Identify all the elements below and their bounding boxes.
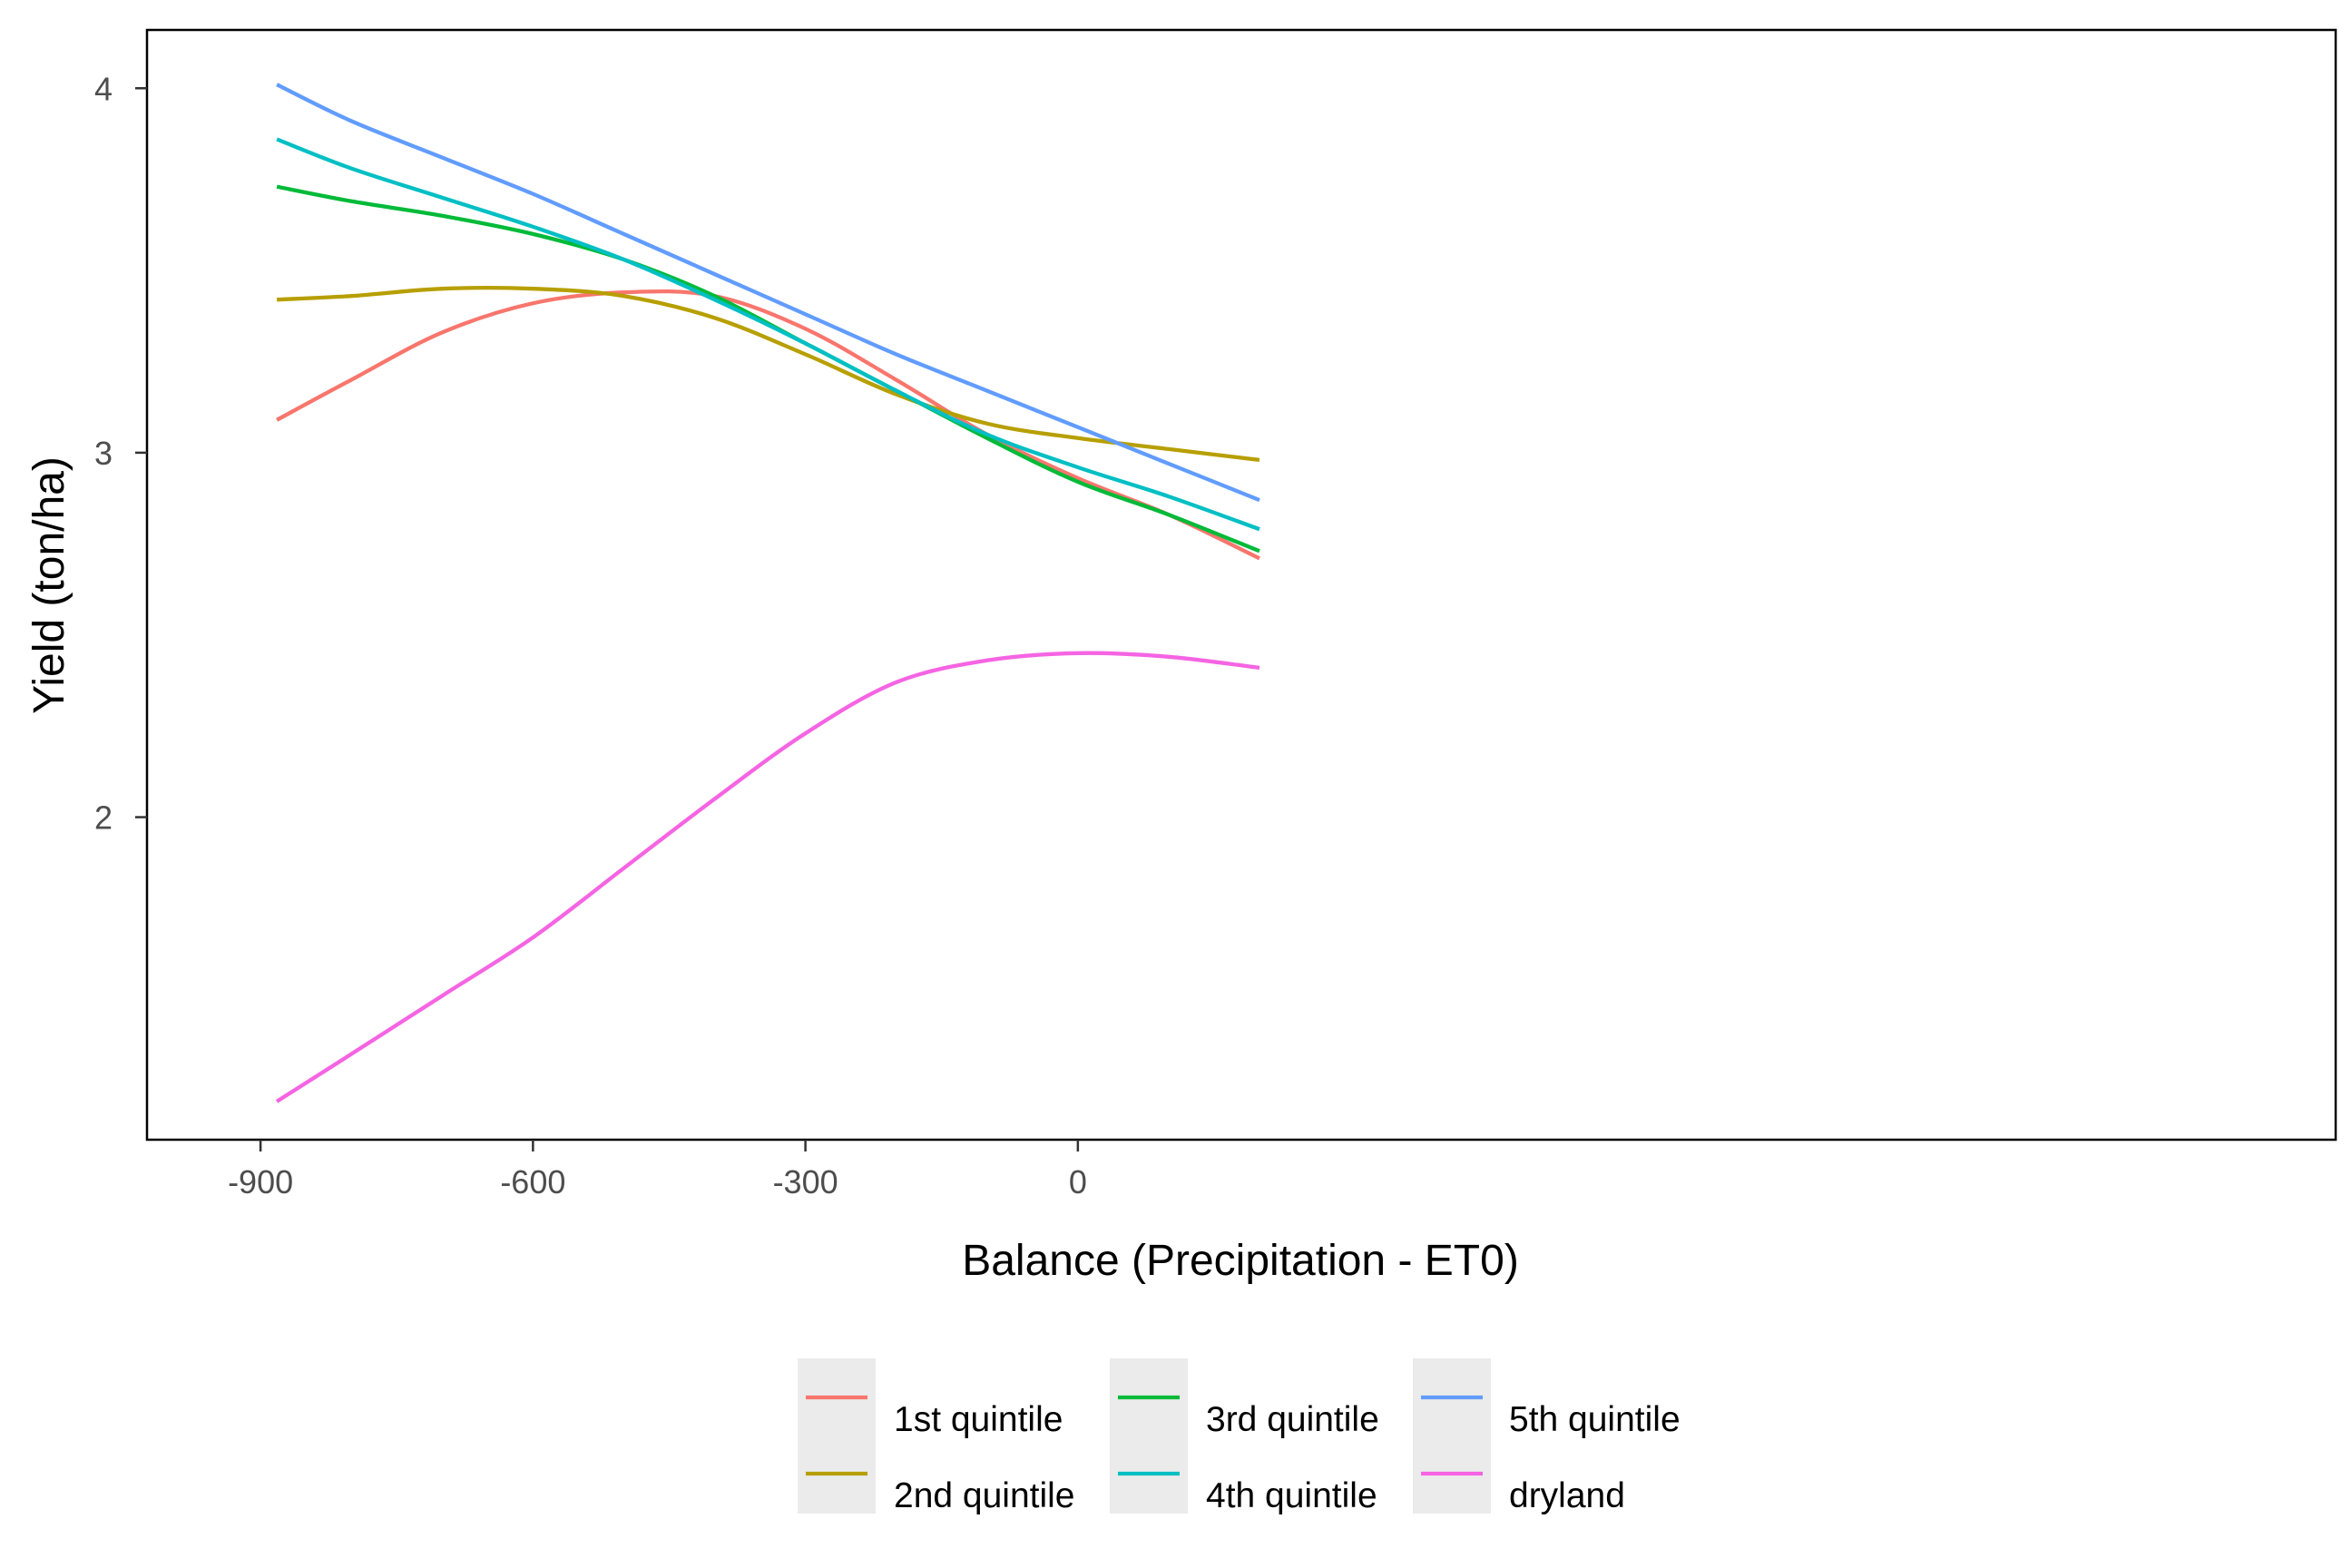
series-line-5th-quintile xyxy=(276,83,1260,503)
legend-label: 5th quintile xyxy=(1509,1400,1681,1439)
series-line-2nd-quintile xyxy=(276,286,1260,463)
x-axis-title: Balance (Precipitation - ET0) xyxy=(962,1237,1519,1285)
y-tick-label: 2 xyxy=(94,799,113,837)
x-axis: -900 -600 -300 0 xyxy=(228,1140,1087,1200)
series-line-1st-quintile xyxy=(276,289,1260,561)
legend-label: 2nd quintile xyxy=(894,1476,1075,1515)
legend-label: 1st quintile xyxy=(894,1400,1063,1439)
legend-item-3rd-quintile: 3rd quintile xyxy=(1110,1358,1379,1439)
y-axis-title: Yield (ton/ha) xyxy=(25,456,74,714)
y-axis: 2 3 4 xyxy=(94,70,147,837)
series-line-dryland xyxy=(275,651,1260,1103)
legend-item-1st-quintile: 1st quintile xyxy=(798,1358,1063,1439)
legend-label: 3rd quintile xyxy=(1206,1400,1379,1439)
panel-border xyxy=(145,28,2337,1142)
legend-item-4th-quintile: 4th quintile xyxy=(1110,1435,1377,1515)
y-tick-label: 3 xyxy=(94,435,113,472)
x-tick-label: -600 xyxy=(500,1163,565,1200)
series-layer xyxy=(275,83,1260,1103)
legend-label: dryland xyxy=(1509,1476,1625,1515)
legend-item-dryland: dryland xyxy=(1413,1435,1625,1515)
legend: 1st quintile 2nd quintile 3rd quintile 4th … xyxy=(798,1358,1681,1515)
x-tick-label: 0 xyxy=(1069,1163,1087,1200)
legend-item-5th-quintile: 5th quintile xyxy=(1413,1358,1681,1439)
y-tick-label: 4 xyxy=(94,70,113,107)
x-tick-label: -900 xyxy=(228,1163,293,1200)
legend-label: 4th quintile xyxy=(1206,1476,1377,1515)
x-tick-label: -300 xyxy=(773,1163,838,1200)
legend-item-2nd-quintile: 2nd quintile xyxy=(798,1435,1075,1515)
series-line-4th-quintile xyxy=(276,137,1260,532)
